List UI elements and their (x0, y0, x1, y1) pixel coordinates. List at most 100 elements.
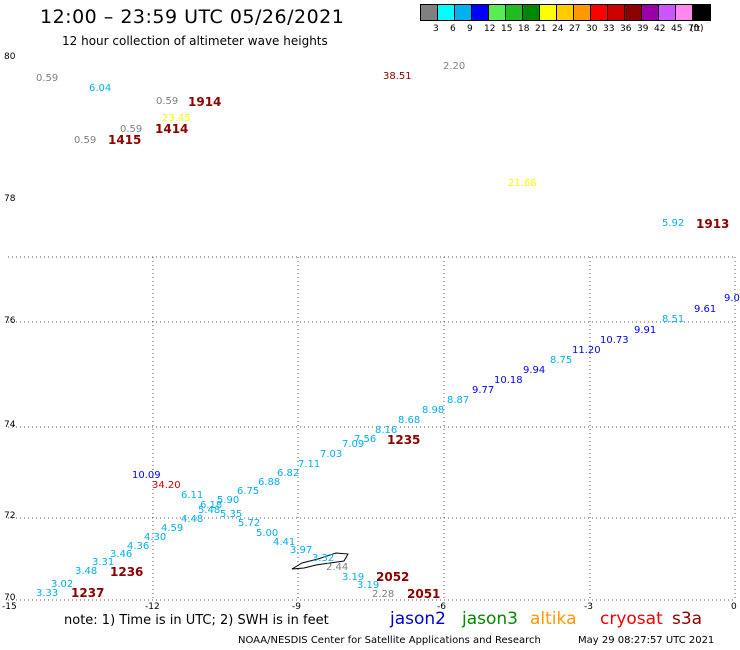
legend-swatch (676, 5, 693, 20)
pass-time-label: 2052 (376, 570, 410, 584)
wave-height-label: 8.98 (422, 405, 445, 416)
wave-height-label: 3.33 (36, 588, 59, 599)
wave-height-label: 4.30 (144, 532, 167, 543)
wave-height-label: 3.48 (75, 566, 98, 577)
pass-time-label: 1914 (188, 95, 222, 109)
wave-height-label: 7.56 (354, 434, 377, 445)
wave-height-label: 9.61 (694, 304, 717, 315)
legend-label: 33 (603, 24, 615, 34)
legend-label: 9 (467, 24, 473, 34)
wave-height-label: 3.31 (92, 557, 115, 568)
legend-label: 45 (671, 24, 683, 34)
wave-height-label: 6.18 (200, 500, 223, 511)
wave-height-label: 6.82 (277, 468, 300, 479)
legend-label: 15 (501, 24, 513, 34)
wave-height-label: 6.04 (89, 83, 112, 94)
mission-jason2: jason2 (390, 609, 446, 629)
lon-label-minus12: -12 (145, 602, 160, 612)
legend-swatch (591, 5, 608, 20)
lon-label-minus9: -9 (292, 602, 301, 612)
legend-label: 36 (620, 24, 632, 34)
wave-height-label: 9.0 (724, 293, 740, 304)
wave-height-label: 5.00 (256, 528, 279, 539)
wave-height-label: 21.68 (508, 178, 537, 189)
legend-swatch (506, 5, 523, 20)
legend-swatch (574, 5, 591, 20)
wave-height-label: 5.72 (238, 518, 261, 529)
wave-height-label: 5.48 (198, 505, 221, 516)
lat-label-70: 70 (4, 593, 16, 603)
pass-time-label: 1237 (71, 586, 105, 600)
legend-swatch (642, 5, 659, 20)
lon-label-minus3: -3 (584, 602, 593, 612)
legend-label: 27 (569, 24, 581, 34)
wave-height-label: 3.19 (342, 572, 365, 583)
wave-height-label: 8.51 (662, 314, 685, 325)
jan-mayen-island-coastline (291, 552, 349, 570)
legend-label: 39 (637, 24, 649, 34)
lat-label-78: 78 (4, 194, 16, 204)
wave-height-label: 4.41 (273, 537, 296, 548)
grid-lines (8, 256, 736, 601)
pass-time-label: 2051 (407, 587, 441, 601)
wave-height-label: 34.20 (152, 480, 181, 491)
legend-swatch (421, 5, 438, 20)
legend-swatch (608, 5, 625, 20)
wave-height-label: 9.91 (634, 325, 657, 336)
pass-time-label: 1236 (110, 565, 144, 579)
legend-swatch (557, 5, 574, 20)
legend-swatch (472, 5, 489, 20)
wave-height-label: 6.88 (258, 477, 281, 488)
wave-height-label: 7.03 (320, 449, 343, 460)
pass-time-label: 1415 (108, 133, 142, 147)
legend-label: 70 (688, 24, 700, 34)
legend-swatch (659, 5, 676, 20)
wave-height-label: 5.92 (662, 218, 685, 229)
generation-timestamp: May 29 08:27:57 UTC 2021 (578, 635, 715, 646)
wave-height-label: 3.19 (357, 580, 380, 591)
wave-height-label: 6.75 (237, 486, 260, 497)
legend-label: 3 (433, 24, 439, 34)
mission-s3a: s3a (672, 609, 703, 629)
lat-label-80: 80 (4, 52, 16, 62)
wave-height-label: 11.20 (572, 345, 601, 356)
legend-swatch (455, 5, 472, 20)
wave-height-label: 5.90 (217, 495, 240, 506)
wave-height-label: 10.09 (132, 470, 161, 481)
wave-height-label: 3.02 (51, 579, 74, 590)
pass-time-label: 1235 (387, 433, 421, 447)
wave-height-label: 0.59 (74, 135, 97, 146)
footer-note: note: 1) Time is in UTC; 2) SWH is in fe… (64, 613, 329, 628)
pass-time-label: 1913 (696, 217, 730, 231)
lat-label-74: 74 (4, 420, 16, 430)
wave-height-label: 5.35 (220, 509, 243, 520)
mission-altika: altika (530, 609, 577, 629)
lon-label-minus15: -15 (2, 602, 17, 612)
color-legend: 3 6 9 12 15 18 21 24 27 30 33 36 39 42 45 70 (ft) (420, 4, 711, 34)
wave-height-label: 9.94 (523, 365, 546, 376)
wave-height-label: 2.44 (326, 562, 349, 573)
wave-height-label: 3.46 (110, 549, 133, 560)
wave-height-label: 0.59 (36, 73, 59, 84)
wave-height-label: 8.75 (550, 355, 573, 366)
mission-jason3: jason3 (462, 609, 518, 629)
legend-label: 6 (450, 24, 456, 34)
lon-label-minus6: -6 (437, 602, 446, 612)
lat-label-72: 72 (4, 511, 16, 521)
wave-height-label: 10.73 (600, 335, 629, 346)
map-subtitle: 12 hour collection of altimeter wave hei… (62, 34, 328, 48)
wave-height-label: 10.18 (494, 375, 523, 386)
lon-label-0: 0 (731, 602, 737, 612)
wave-height-label: 0.59 (156, 96, 179, 107)
wave-height-label: 2.20 (443, 61, 466, 72)
legend-color-bar (420, 4, 711, 21)
legend-swatch (438, 5, 455, 20)
wave-height-label: 6.11 (181, 490, 204, 501)
credit-line: NOAA/NESDIS Center for Satellite Applica… (238, 635, 541, 646)
wave-height-label: 8.68 (398, 415, 421, 426)
legend-label: (ft) (690, 24, 704, 34)
legend-label: 42 (654, 24, 666, 34)
wave-height-label: 7.09 (342, 439, 365, 450)
mission-cryosat: cryosat (600, 609, 663, 629)
wave-height-label: 23.45 (162, 113, 191, 124)
